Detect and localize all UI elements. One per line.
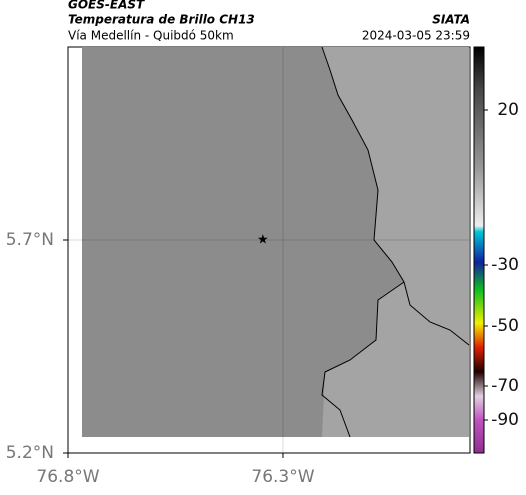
timestamp: 2024-03-05 23:59 — [362, 29, 470, 43]
station-marker: ★ — [257, 232, 269, 247]
colorbar-label: -70 — [491, 376, 519, 396]
boundary — [321, 46, 470, 438]
route: Vía Medellín - Quibdó 50km — [68, 29, 234, 43]
colorbar-label: -90 — [491, 410, 519, 430]
bright-region — [322, 47, 469, 437]
y-tick-label: 5.2°N — [6, 443, 54, 463]
colorbar-label: -50 — [491, 316, 519, 336]
colorbar-label: -30 — [491, 255, 519, 275]
title: GOES-EAST — [68, 0, 145, 12]
subtitle: Temperatura de Brillo CH13 — [68, 13, 255, 27]
x-tick-label: 76.3°W — [251, 467, 314, 487]
y-tick-label: 5.7°N — [6, 230, 54, 250]
x-tick-label: 76.8°W — [36, 467, 99, 487]
colorbar — [473, 46, 485, 454]
colorbar-label: 20 — [497, 100, 519, 120]
source: SIATA — [432, 13, 470, 27]
